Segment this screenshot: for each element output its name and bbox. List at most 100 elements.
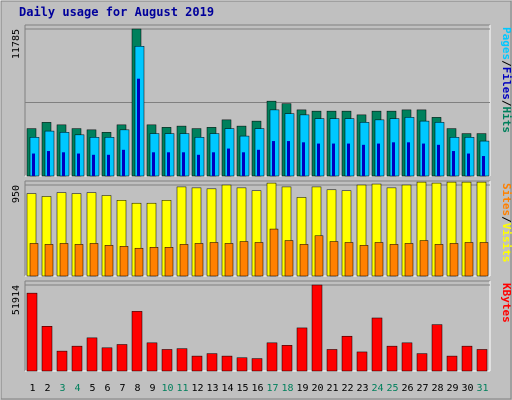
day-label: 10 (161, 383, 173, 394)
kbytes-bar (371, 317, 383, 372)
sites-bar (104, 245, 114, 277)
kbytes-bar (251, 358, 263, 372)
sites-bar (284, 240, 294, 277)
pages-bar (377, 143, 380, 176)
pages-bar (422, 143, 425, 176)
hits-files-pages-legend-item: / (500, 60, 512, 67)
pages-bar (362, 144, 365, 176)
kbytes-bar (266, 342, 278, 372)
kbytes-bar (401, 342, 413, 372)
kbytes-bar (146, 342, 158, 372)
pages-bar (482, 156, 485, 176)
kbytes-bar (41, 326, 53, 372)
day-label: 3 (59, 383, 65, 394)
sites-bar (434, 244, 444, 277)
day-label: 31 (476, 383, 488, 394)
visits-sites-legend-item: Visits (500, 223, 512, 263)
visits-sites-legend-item: Sites (500, 183, 512, 216)
sites-bar (209, 242, 219, 277)
kbytes-bar (86, 337, 98, 372)
sites-bar (269, 228, 279, 277)
day-label: 18 (281, 383, 293, 394)
pages-bar (452, 151, 455, 176)
pages-bar (347, 143, 350, 176)
day-label: 24 (371, 383, 383, 394)
sites-bar (329, 241, 339, 277)
pages-bar (257, 149, 260, 176)
kbytes-bar (476, 349, 488, 372)
pages-bar (302, 142, 305, 176)
hits-files-pages-legend-item: Pages (500, 27, 512, 60)
kbytes-bar (101, 347, 113, 372)
kbytes-bar (446, 355, 458, 372)
day-label: 5 (89, 383, 95, 394)
day-label: 30 (461, 383, 473, 394)
hits-files-pages-legend-item: Hits (500, 107, 512, 134)
day-label: 12 (191, 383, 203, 394)
kbytes-bar (311, 284, 323, 372)
kbytes-bar (356, 351, 368, 372)
day-label: 7 (119, 383, 125, 394)
day-label: 22 (341, 383, 353, 394)
day-label: 26 (401, 383, 413, 394)
day-label: 25 (386, 383, 398, 394)
sites-bar (164, 247, 174, 277)
pages-bar (407, 142, 410, 176)
pages-bar (332, 143, 335, 176)
kbytes-max-label: 51914 (11, 285, 22, 315)
kbytes-bar (131, 311, 143, 372)
kbytes-bar (191, 355, 203, 372)
kbytes-bar (386, 345, 398, 372)
kbytes-bar (71, 345, 83, 372)
sites-bar (344, 242, 354, 277)
day-label: 1 (29, 383, 35, 394)
pages-bar (107, 154, 110, 176)
day-label: 29 (446, 383, 458, 394)
kbytes-bar (296, 327, 308, 372)
sites-bar (479, 242, 489, 277)
day-label: 4 (74, 383, 80, 394)
kbytes-bar (26, 292, 38, 372)
day-label: 15 (236, 383, 248, 394)
kbytes-bar (431, 324, 443, 372)
day-label: 21 (326, 383, 338, 394)
kbytes-bar (221, 355, 233, 372)
day-label: 27 (416, 383, 428, 394)
pages-bar (212, 152, 215, 176)
pages-bar (437, 144, 440, 176)
kbytes-bar (56, 350, 68, 372)
pages-bar (32, 153, 35, 176)
hits-files-pages-max-label: 11785 (11, 29, 22, 59)
day-label: 20 (311, 383, 323, 394)
pages-bar (77, 153, 80, 176)
sites-bar (224, 243, 234, 277)
kbytes-bar (281, 345, 293, 372)
sites-bar (404, 243, 414, 277)
day-label: 11 (176, 383, 188, 394)
day-label: 16 (251, 383, 263, 394)
kbytes-bar (416, 353, 428, 372)
pages-bar (317, 143, 320, 176)
sites-bar (359, 245, 369, 277)
sites-bar (74, 244, 84, 277)
day-label: 19 (296, 383, 308, 394)
kbytes-bar (161, 349, 173, 372)
sites-bar (194, 243, 204, 277)
day-label: 17 (266, 383, 278, 394)
pages-bar (92, 154, 95, 176)
pages-bar (242, 152, 245, 176)
sites-bar (449, 243, 459, 277)
day-label: 2 (44, 383, 50, 394)
sites-bar (44, 244, 54, 277)
pages-bar (392, 142, 395, 176)
kbytes-bar (176, 348, 188, 372)
pages-bar (227, 148, 230, 176)
sites-bar (29, 243, 39, 277)
pages-bar (122, 149, 125, 176)
day-label: 9 (149, 383, 155, 394)
pages-bar (62, 152, 65, 176)
hits-files-pages-legend-item: / (500, 100, 512, 107)
sites-bar (374, 242, 384, 277)
